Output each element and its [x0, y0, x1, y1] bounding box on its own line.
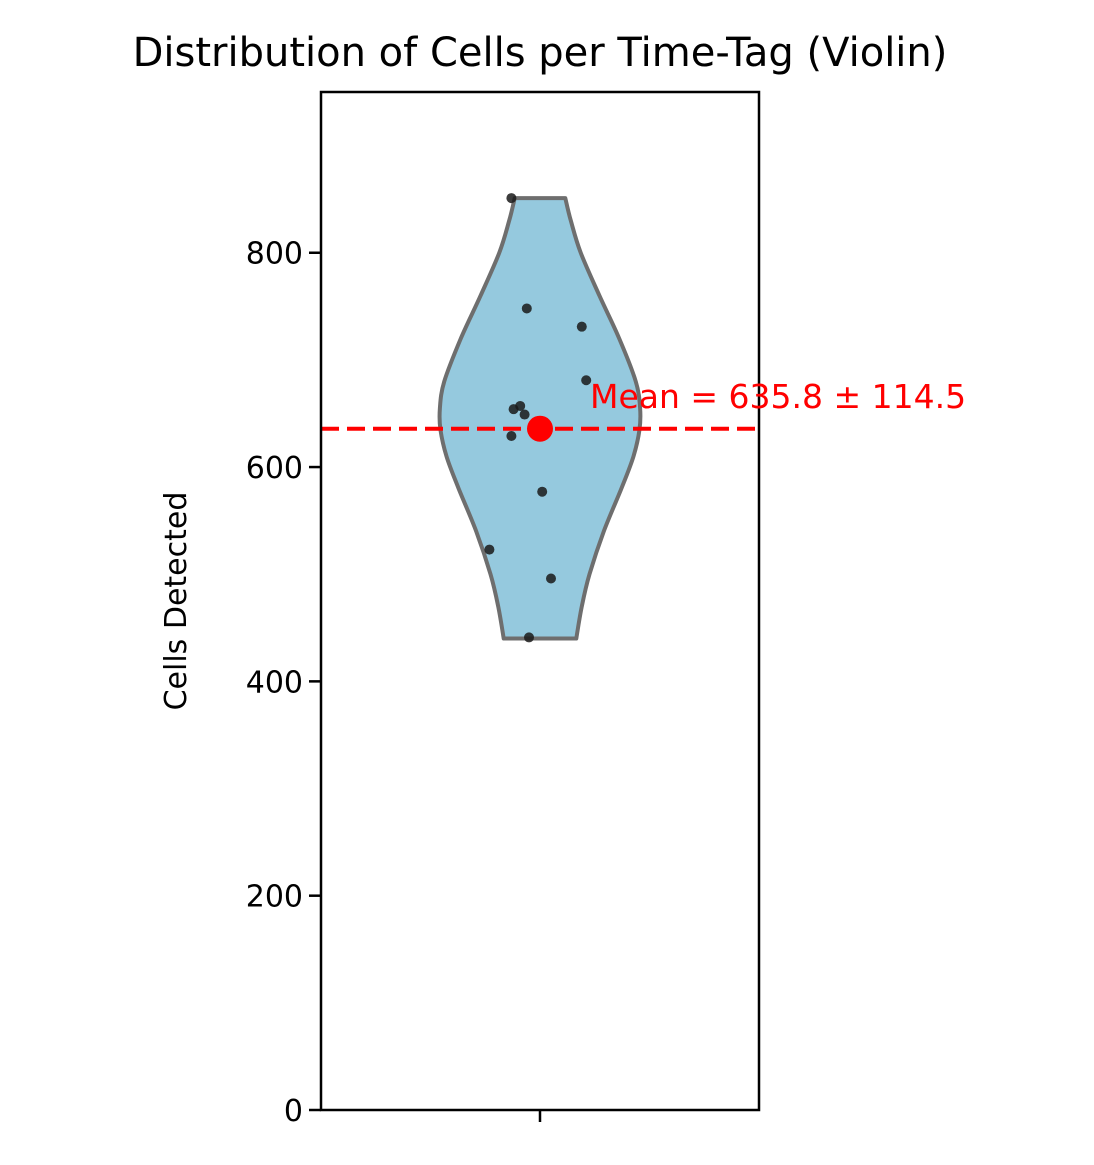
data-point	[537, 486, 548, 497]
y-axis-label: Cells Detected	[159, 492, 194, 711]
data-point	[506, 430, 517, 441]
data-point	[576, 321, 587, 332]
chart-marks	[321, 193, 759, 643]
data-point	[484, 544, 495, 555]
data-point	[519, 409, 530, 420]
data-point	[508, 404, 519, 415]
y-tick-label: 800	[246, 237, 303, 272]
data-point	[524, 632, 534, 643]
y-tick-label: 600	[246, 451, 303, 486]
y-tick-label: 200	[246, 880, 303, 915]
data-point	[506, 193, 517, 204]
data-point	[546, 573, 556, 584]
chart-title: Distribution of Cells per Time-Tag (Viol…	[133, 30, 948, 76]
data-point	[521, 303, 532, 314]
data-point	[581, 375, 592, 386]
y-tick-label: 400	[246, 665, 303, 700]
mean-annotation: Mean = 635.8 ± 114.5	[590, 377, 966, 416]
y-tick-label: 0	[284, 1094, 303, 1129]
y-axis: 0 200 400 600 800	[246, 237, 321, 1129]
mean-marker	[527, 415, 553, 442]
